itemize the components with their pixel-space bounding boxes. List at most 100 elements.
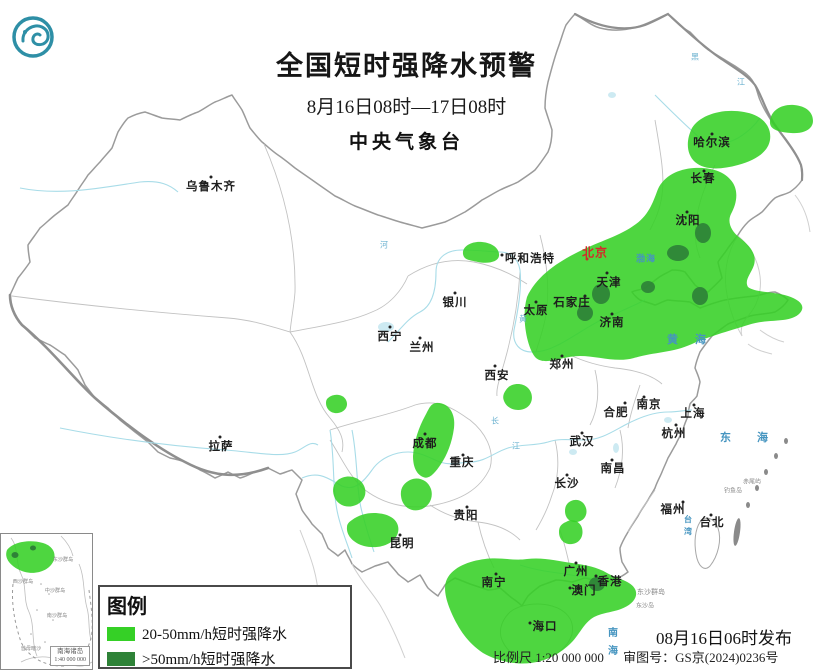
city-label: 上海 (680, 408, 706, 420)
precip-area-light (333, 476, 366, 507)
city-dot (528, 621, 532, 625)
city-label: 福州 (660, 504, 686, 516)
sea-label: 渤海 (635, 253, 657, 264)
thick-border-segments (8, 12, 804, 477)
inset-precip-dark (11, 552, 19, 558)
city-dot (610, 312, 614, 316)
inset-scale-box: 南海诸岛 1:40 000 000 (50, 646, 90, 666)
city-label: 天津 (596, 277, 622, 289)
precip-area-light (462, 241, 500, 263)
city-label: 太原 (523, 305, 549, 317)
city-label: 成都 (412, 438, 438, 450)
city-label: 济南 (599, 317, 625, 329)
city-label: 贵阳 (453, 510, 479, 522)
city-dot (218, 435, 222, 439)
map-metadata: 比例尺 1:20 000 000 审图号：GS京(2024)0236号 (493, 647, 778, 666)
precip-area-light (503, 384, 532, 411)
precip-area-dark (592, 284, 610, 304)
city-dot (423, 432, 427, 436)
city-label: 广州 (563, 566, 589, 578)
city-dot (702, 169, 706, 173)
inset-island-label: 曾母暗沙 (20, 646, 42, 652)
city-label: 南昌 (600, 463, 626, 475)
city-label: 银川 (442, 297, 468, 309)
offshore-island-marks (733, 438, 788, 546)
river-name-char: 河 (380, 240, 388, 250)
city-label: 沈阳 (675, 215, 701, 227)
city-dot (398, 533, 402, 537)
city-dot (574, 561, 578, 565)
city-label: 呼和浩特 (505, 253, 555, 265)
legend-item-label: >50mm/h短时强降水 (142, 652, 276, 668)
city-label: 西安 (484, 370, 510, 382)
city-label: 武汉 (569, 436, 595, 448)
city-label: 拉萨 (208, 441, 234, 453)
capital-label: 北京 (581, 245, 609, 260)
precip-light-layer (326, 104, 813, 664)
city-label: 兰州 (409, 342, 435, 354)
city-label: 西宁 (377, 331, 403, 343)
city-dot (461, 453, 465, 457)
sea-label: 南海 (605, 627, 617, 663)
precip-dark-layer (577, 223, 711, 591)
city-label: 澳门 (571, 585, 597, 597)
city-label: 南宁 (481, 577, 507, 589)
legend-color-swatch (107, 651, 135, 666)
precip-area-dark (667, 245, 689, 261)
island-label: 东沙群岛 (637, 588, 665, 596)
inset-island-label: 东沙群岛 (52, 557, 74, 563)
city-dot (583, 294, 587, 298)
city-dot (565, 473, 569, 477)
inset-island-label: 南沙群岛 (46, 613, 68, 619)
legend-item-label: 20-50mm/h短时强降水 (142, 627, 287, 643)
city-dot (642, 395, 646, 399)
city-dot (709, 513, 713, 517)
city-label: 长沙 (554, 478, 580, 490)
inset-precip-layer (6, 541, 55, 573)
island-label: 东沙岛 (635, 603, 655, 610)
city-dot (494, 572, 498, 576)
city-label: 石家庄 (553, 297, 591, 309)
precip-area-light (400, 478, 432, 511)
city-label: 南京 (636, 399, 662, 411)
nine-dash-line (12, 583, 93, 667)
precip-area-light (346, 512, 399, 548)
inset-title: 南海诸岛 (57, 648, 84, 656)
inset-precip-dark (30, 545, 36, 551)
city-dot (710, 132, 714, 136)
island-label: 钓鱼岛 (723, 488, 743, 495)
precip-area-dark (577, 305, 593, 321)
city-label: 合肥 (603, 407, 629, 419)
publish-time: 08月16日06时发布 (656, 629, 792, 648)
approval-number: 审图号：GS京(2024)0236号 (623, 650, 779, 665)
precip-area-dark (641, 281, 655, 293)
legend-box: 图例 20-50mm/h短时强降水 >50mm/h短时强降水 (98, 585, 352, 669)
city-dot (685, 210, 689, 214)
city-dot (500, 253, 504, 257)
precip-area-dark (589, 577, 605, 591)
legend-item: 20-50mm/h短时强降水 (107, 623, 343, 644)
city-dot (453, 291, 457, 295)
precip-area-dark (695, 223, 711, 243)
river-name-char: 长 (491, 416, 499, 426)
city-dot (623, 401, 627, 405)
city-dot (692, 403, 696, 407)
legend-item: >50mm/h短时强降水 (107, 648, 343, 669)
sea-label: 台湾 (683, 515, 693, 539)
precip-area-light (326, 394, 348, 414)
precip-area-dark (692, 287, 708, 305)
city-label: 香港 (597, 576, 623, 588)
city-dot (534, 300, 538, 304)
precip-area-light (524, 167, 803, 362)
legend-items: 20-50mm/h短时强降水 >50mm/h短时强降水 (107, 623, 343, 669)
south-china-sea-inset: 东沙群岛 西沙群岛 中沙群岛 南沙群岛 曾母暗沙 南海诸岛 1:40 000 000 (0, 533, 93, 670)
city-label: 杭州 (661, 428, 687, 440)
inset-scale: 1:40 000 000 (54, 656, 86, 663)
city-label: 乌鲁木齐 (186, 181, 236, 193)
city-dot (674, 423, 678, 427)
precip-area-light (769, 104, 813, 134)
city-dot (388, 325, 392, 329)
city-label: 长春 (690, 173, 716, 185)
